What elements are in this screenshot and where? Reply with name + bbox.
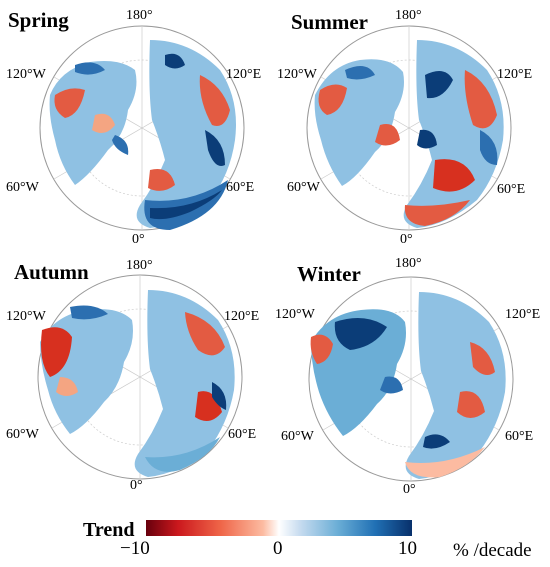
land-eurasia [405,292,506,479]
label-120w: 120°W [6,309,46,324]
colorbar-title: Trend [83,519,135,541]
polar-map-autumn [37,274,243,480]
label-60w: 60°W [287,180,320,195]
colorbar-max-label: 10 [398,538,417,559]
polar-map-winter [308,276,514,482]
label-180: 180° [126,258,153,273]
colorbar-min-label: −10 [120,538,150,559]
label-120e: 120°E [226,67,262,82]
land-north-america [311,309,406,436]
polar-map-spring [39,25,245,231]
label-0: 0° [400,232,413,247]
label-120e: 120°E [224,309,260,324]
label-120w: 120°W [277,67,317,82]
map-panel-autumn: Autumn 180° 120°W 120°E 60°W 60°E 0° [0,252,275,507]
label-60e: 60°E [228,427,257,442]
label-60e: 60°E [226,180,255,195]
label-60w: 60°W [6,180,39,195]
map-panel-spring: Spring 180° 120°W 120°E 60°W 60°E 0° [0,0,275,255]
season-title: Winter [297,262,361,286]
label-0: 0° [130,478,143,493]
season-title: Autumn [14,260,89,284]
colorbar-gradient [146,520,412,536]
label-0: 0° [403,482,416,497]
label-60w: 60°W [6,427,39,442]
polar-map-summer [306,25,512,231]
colorbar-mid-label: 0 [273,538,283,559]
label-60e: 60°E [497,182,526,197]
label-180: 180° [126,8,153,23]
label-60w: 60°W [281,429,314,444]
label-120e: 120°E [497,67,533,82]
label-0: 0° [132,232,145,247]
map-panel-winter: Winter 180° 120°W 120°E 60°W 60°E 0° [275,252,550,507]
label-60e: 60°E [505,429,534,444]
colorbar-unit: % /decade [453,540,532,561]
map-panel-summer: Summer 180° 120°W 120°E 60°W 60°E 0° [275,0,550,255]
season-title: Summer [291,10,368,34]
season-title: Spring [8,8,69,32]
label-180: 180° [395,8,422,23]
label-180: 180° [395,256,422,271]
label-120e: 120°E [505,307,541,322]
label-120w: 120°W [6,67,46,82]
label-120w: 120°W [275,307,315,322]
